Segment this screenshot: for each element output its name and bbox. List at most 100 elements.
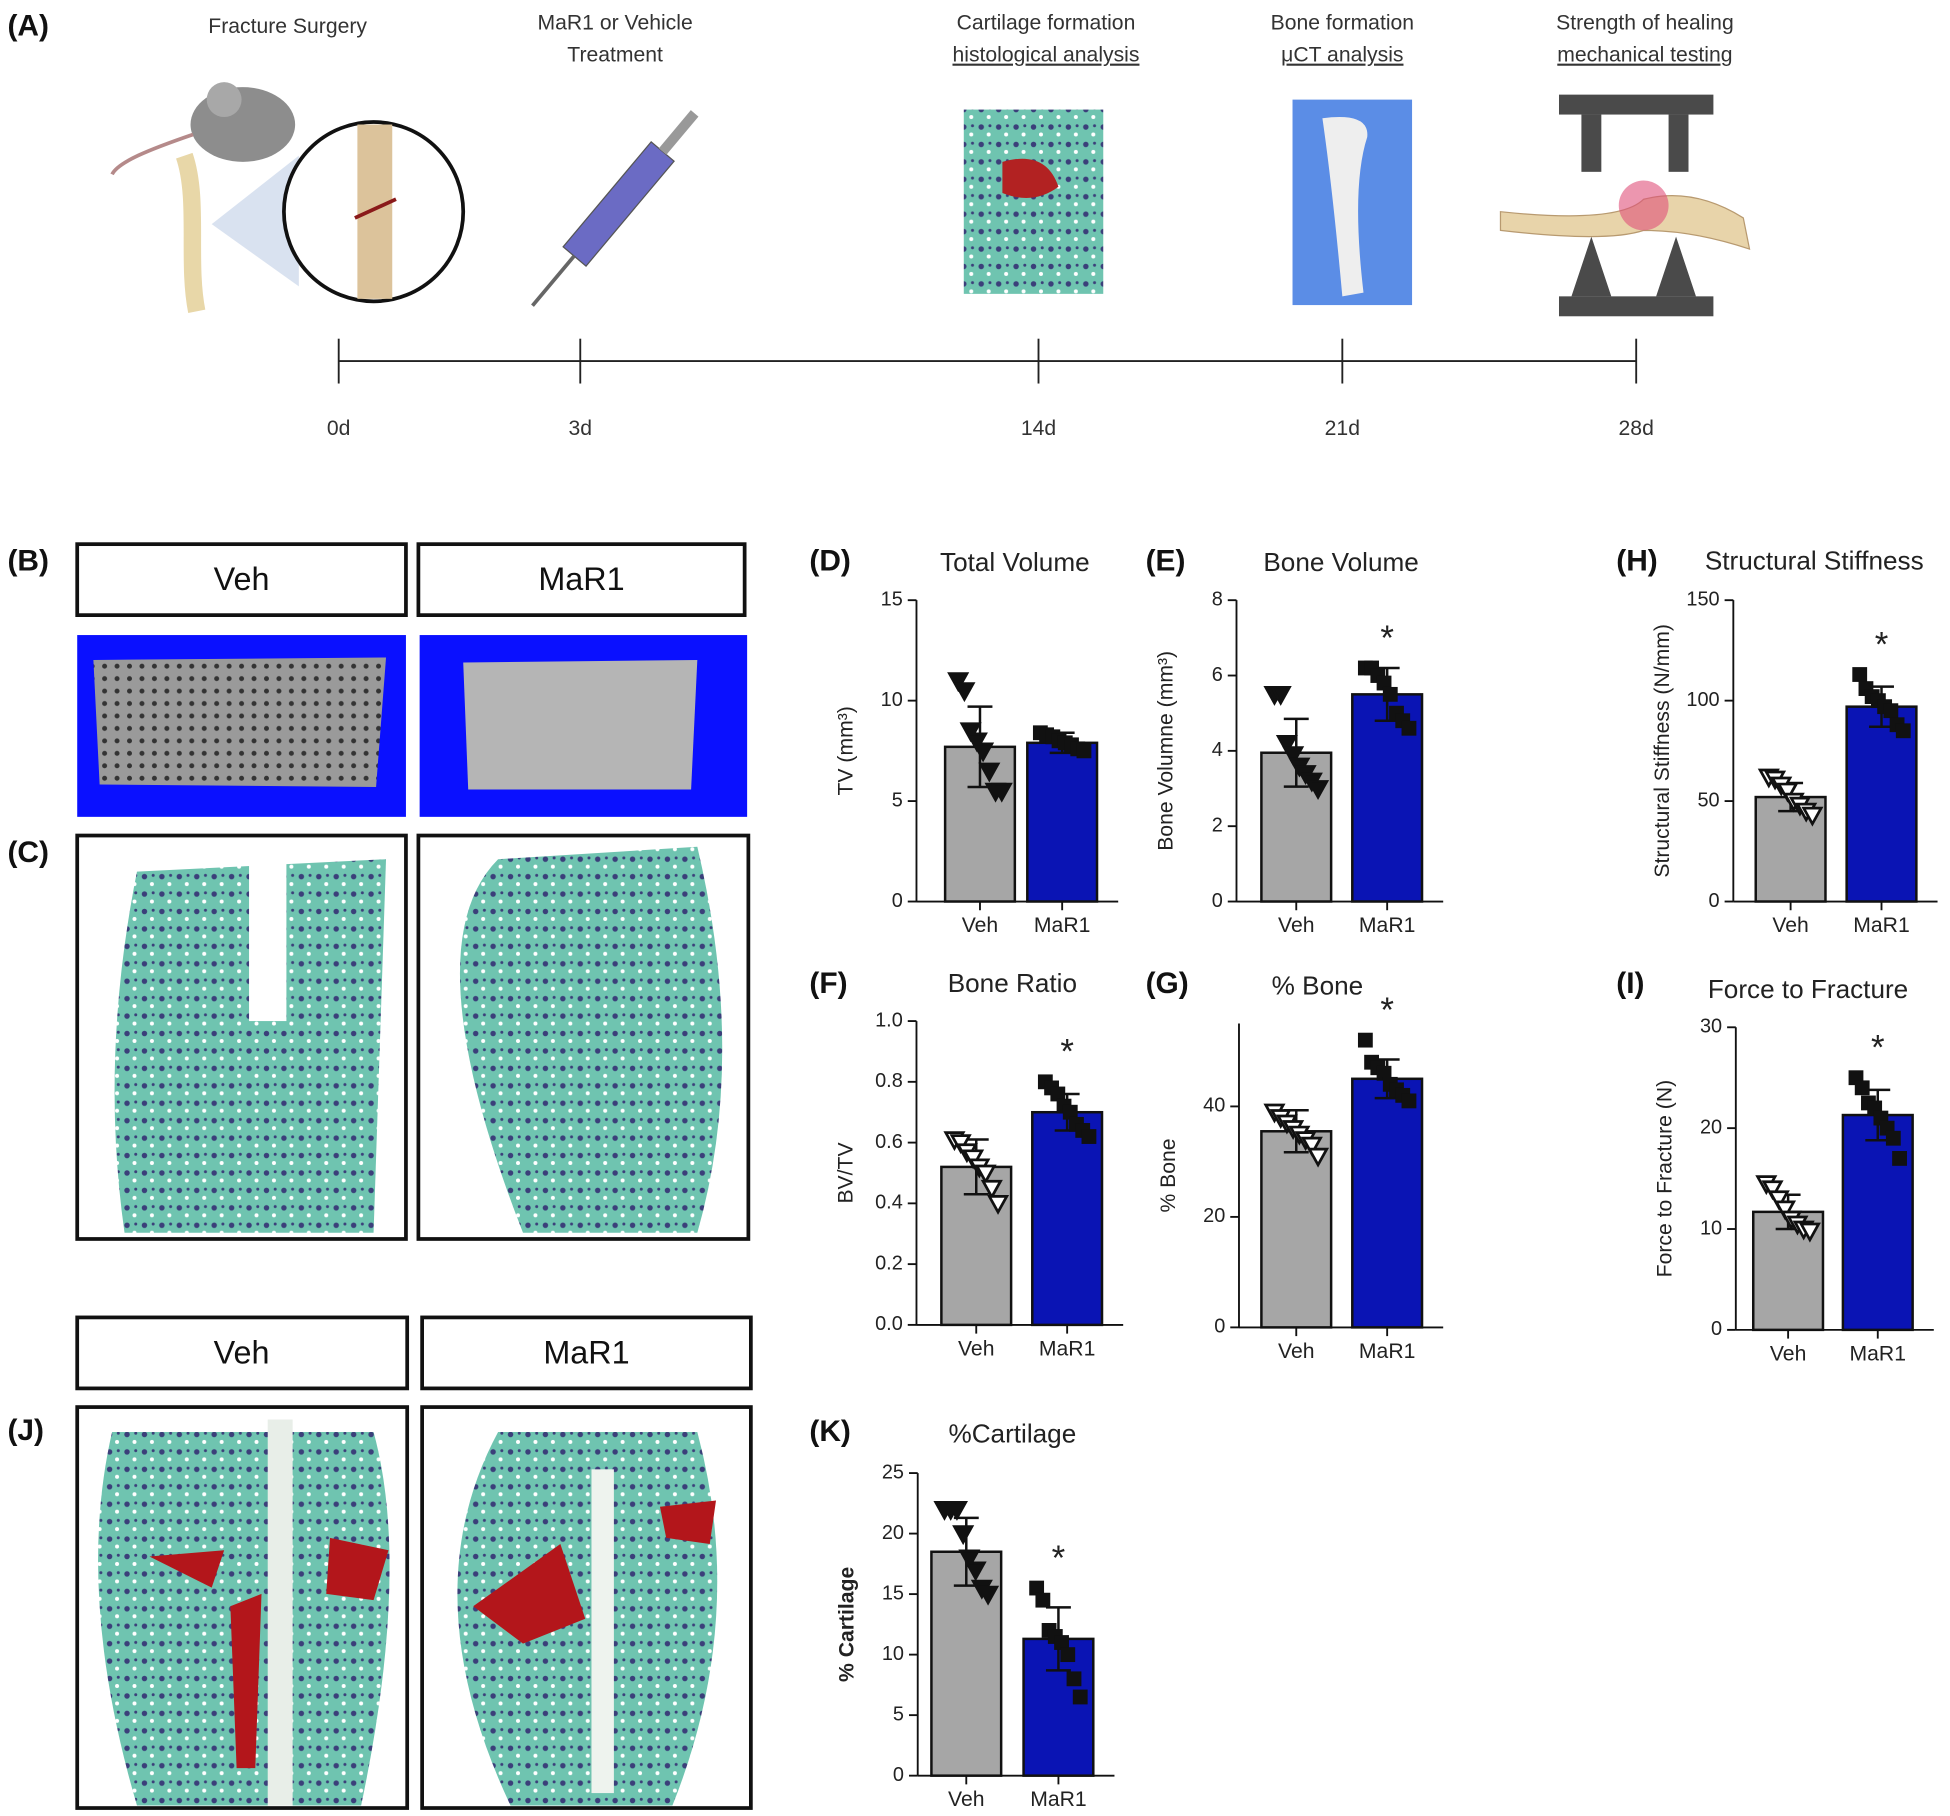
y-tick-label: 0	[1709, 890, 1720, 912]
y-tick-label: 20	[882, 1522, 904, 1544]
y-tick-label: 10	[882, 1643, 904, 1665]
data-point	[952, 1525, 975, 1546]
data-point	[977, 1585, 1000, 1606]
significance: *	[1875, 625, 1889, 664]
chart-panel: (I) Force to Fracture Force to Fracture (N…	[1616, 967, 1934, 1365]
x-tick-label: Veh	[1278, 914, 1314, 937]
x-tick-label: MaR1	[1039, 1337, 1095, 1360]
panel-label: (K)	[809, 1415, 850, 1448]
data-point	[965, 732, 988, 753]
event-title: Bone formation	[1271, 11, 1414, 34]
data-point	[1773, 1200, 1797, 1221]
chart-panel: (H) Structural Stiffness Structural Stiffn…	[1616, 545, 1938, 937]
y-tick-label: 2	[1212, 814, 1223, 836]
panel-label: (H)	[1616, 545, 1657, 578]
chart-panel: (D) Total Volume TV (mm³) 0 5 10 15 Veh MaR1	[809, 545, 1119, 937]
panel-label: (A)	[7, 9, 48, 42]
chart-title: Total Volume	[940, 547, 1090, 577]
chart-title: Bone Volume	[1263, 547, 1418, 577]
y-tick-label: 0.0	[875, 1313, 903, 1335]
data-point	[953, 682, 976, 703]
x-tick-label: Veh	[1770, 1342, 1806, 1365]
y-tick-label: 0.8	[875, 1070, 903, 1092]
y-tick-label: 0	[1212, 890, 1223, 912]
significance: *	[1871, 1029, 1885, 1068]
data-point	[1029, 1580, 1045, 1596]
y-tick-label: 0	[1711, 1318, 1722, 1340]
bar	[1841, 1113, 1914, 1332]
y-tick-label: 100	[1686, 689, 1719, 711]
micrographs	[75, 635, 753, 1810]
data-point	[1054, 1635, 1069, 1650]
y-tick-label: 5	[892, 789, 903, 811]
event-method: mechanical testing	[1557, 44, 1732, 67]
data-point	[964, 1561, 987, 1582]
y-tick-label: 0	[892, 890, 903, 912]
data-point	[945, 1501, 968, 1521]
data-point	[978, 762, 1001, 783]
data-point	[959, 722, 982, 743]
event-title: MaR1 or Vehicle	[538, 11, 693, 34]
data-point	[1062, 1104, 1078, 1120]
data-point	[1076, 743, 1092, 759]
data-point	[990, 782, 1013, 803]
group-label: MaR1	[543, 1334, 629, 1370]
y-tick-label: 20	[1700, 1116, 1722, 1138]
data-point	[980, 1179, 1003, 1200]
panel-label: (G)	[1146, 967, 1189, 1000]
y-axis-label: Bone Volumne (mm³)	[1154, 651, 1177, 851]
x-tick-label: Veh	[958, 1337, 994, 1360]
data-point	[1798, 1222, 1821, 1243]
chart-panel: (G) % Bone % Bone 0 20 40 Veh MaR1 *	[1146, 967, 1444, 1363]
y-tick-label: 0.2	[875, 1252, 903, 1274]
data-point	[1307, 780, 1330, 801]
x-tick-label: MaR1	[1359, 914, 1415, 937]
timeline-day: 3d	[568, 417, 592, 440]
y-tick-label: 50	[1697, 789, 1719, 811]
y-tick-label: 8	[1212, 588, 1223, 610]
panel-label: (E)	[1146, 545, 1186, 578]
data-point	[1072, 1689, 1088, 1705]
data-point	[1357, 1032, 1373, 1048]
timeline-day: 14d	[1021, 417, 1056, 440]
chart-panel: (K) %Cartilage % Cartilage 0 5 10 15 20 25 Veh MaR…	[809, 1415, 1115, 1811]
x-tick-label: Veh	[1278, 1340, 1314, 1363]
significance: *	[1060, 1033, 1074, 1072]
event-method: μCT analysis	[1281, 44, 1403, 67]
x-tick-label: Veh	[1772, 914, 1808, 937]
data-point	[947, 672, 970, 693]
y-tick-label: 40	[1203, 1095, 1225, 1117]
y-tick-label: 25	[882, 1461, 904, 1483]
chart-panel: (F) Bone Ratio BV/TV 0.0 0.2 0.4 0.6 0.8 1.0 Veh M…	[809, 967, 1124, 1360]
y-axis-label: % Cartilage	[836, 1567, 859, 1682]
y-axis-label: Force to Fracture (N)	[1654, 1080, 1677, 1278]
event-title: Strength of healing	[1556, 11, 1734, 34]
data-point	[1883, 703, 1899, 719]
data-point	[1376, 675, 1392, 691]
illustrations	[110, 82, 1751, 317]
chart-title: Bone Ratio	[948, 968, 1077, 998]
data-point	[1401, 720, 1417, 736]
y-tick-label: 5	[893, 1703, 904, 1725]
event-title: Cartilage formation	[957, 11, 1136, 34]
x-tick-label: MaR1	[1359, 1340, 1415, 1363]
chart-title: %Cartilage	[948, 1419, 1076, 1449]
panel-label: (D)	[809, 545, 850, 578]
x-tick-label: MaR1	[1034, 914, 1090, 937]
data-point	[1854, 1080, 1870, 1096]
data-point	[1776, 782, 1799, 803]
y-tick-label: 6	[1212, 664, 1223, 686]
y-tick-label: 0	[893, 1764, 904, 1786]
data-point	[1801, 806, 1824, 827]
data-point	[1300, 1136, 1323, 1157]
panel-label: (B)	[7, 545, 48, 578]
y-tick-label: 15	[882, 1582, 904, 1604]
bar	[1026, 741, 1099, 903]
data-point	[986, 1195, 1010, 1215]
y-tick-label: 4	[1212, 739, 1223, 761]
chart-title: Force to Fracture	[1708, 974, 1908, 1004]
data-point	[1767, 1190, 1790, 1211]
y-axis-label: BV/TV	[834, 1142, 857, 1204]
x-tick-label: MaR1	[1850, 1342, 1906, 1365]
